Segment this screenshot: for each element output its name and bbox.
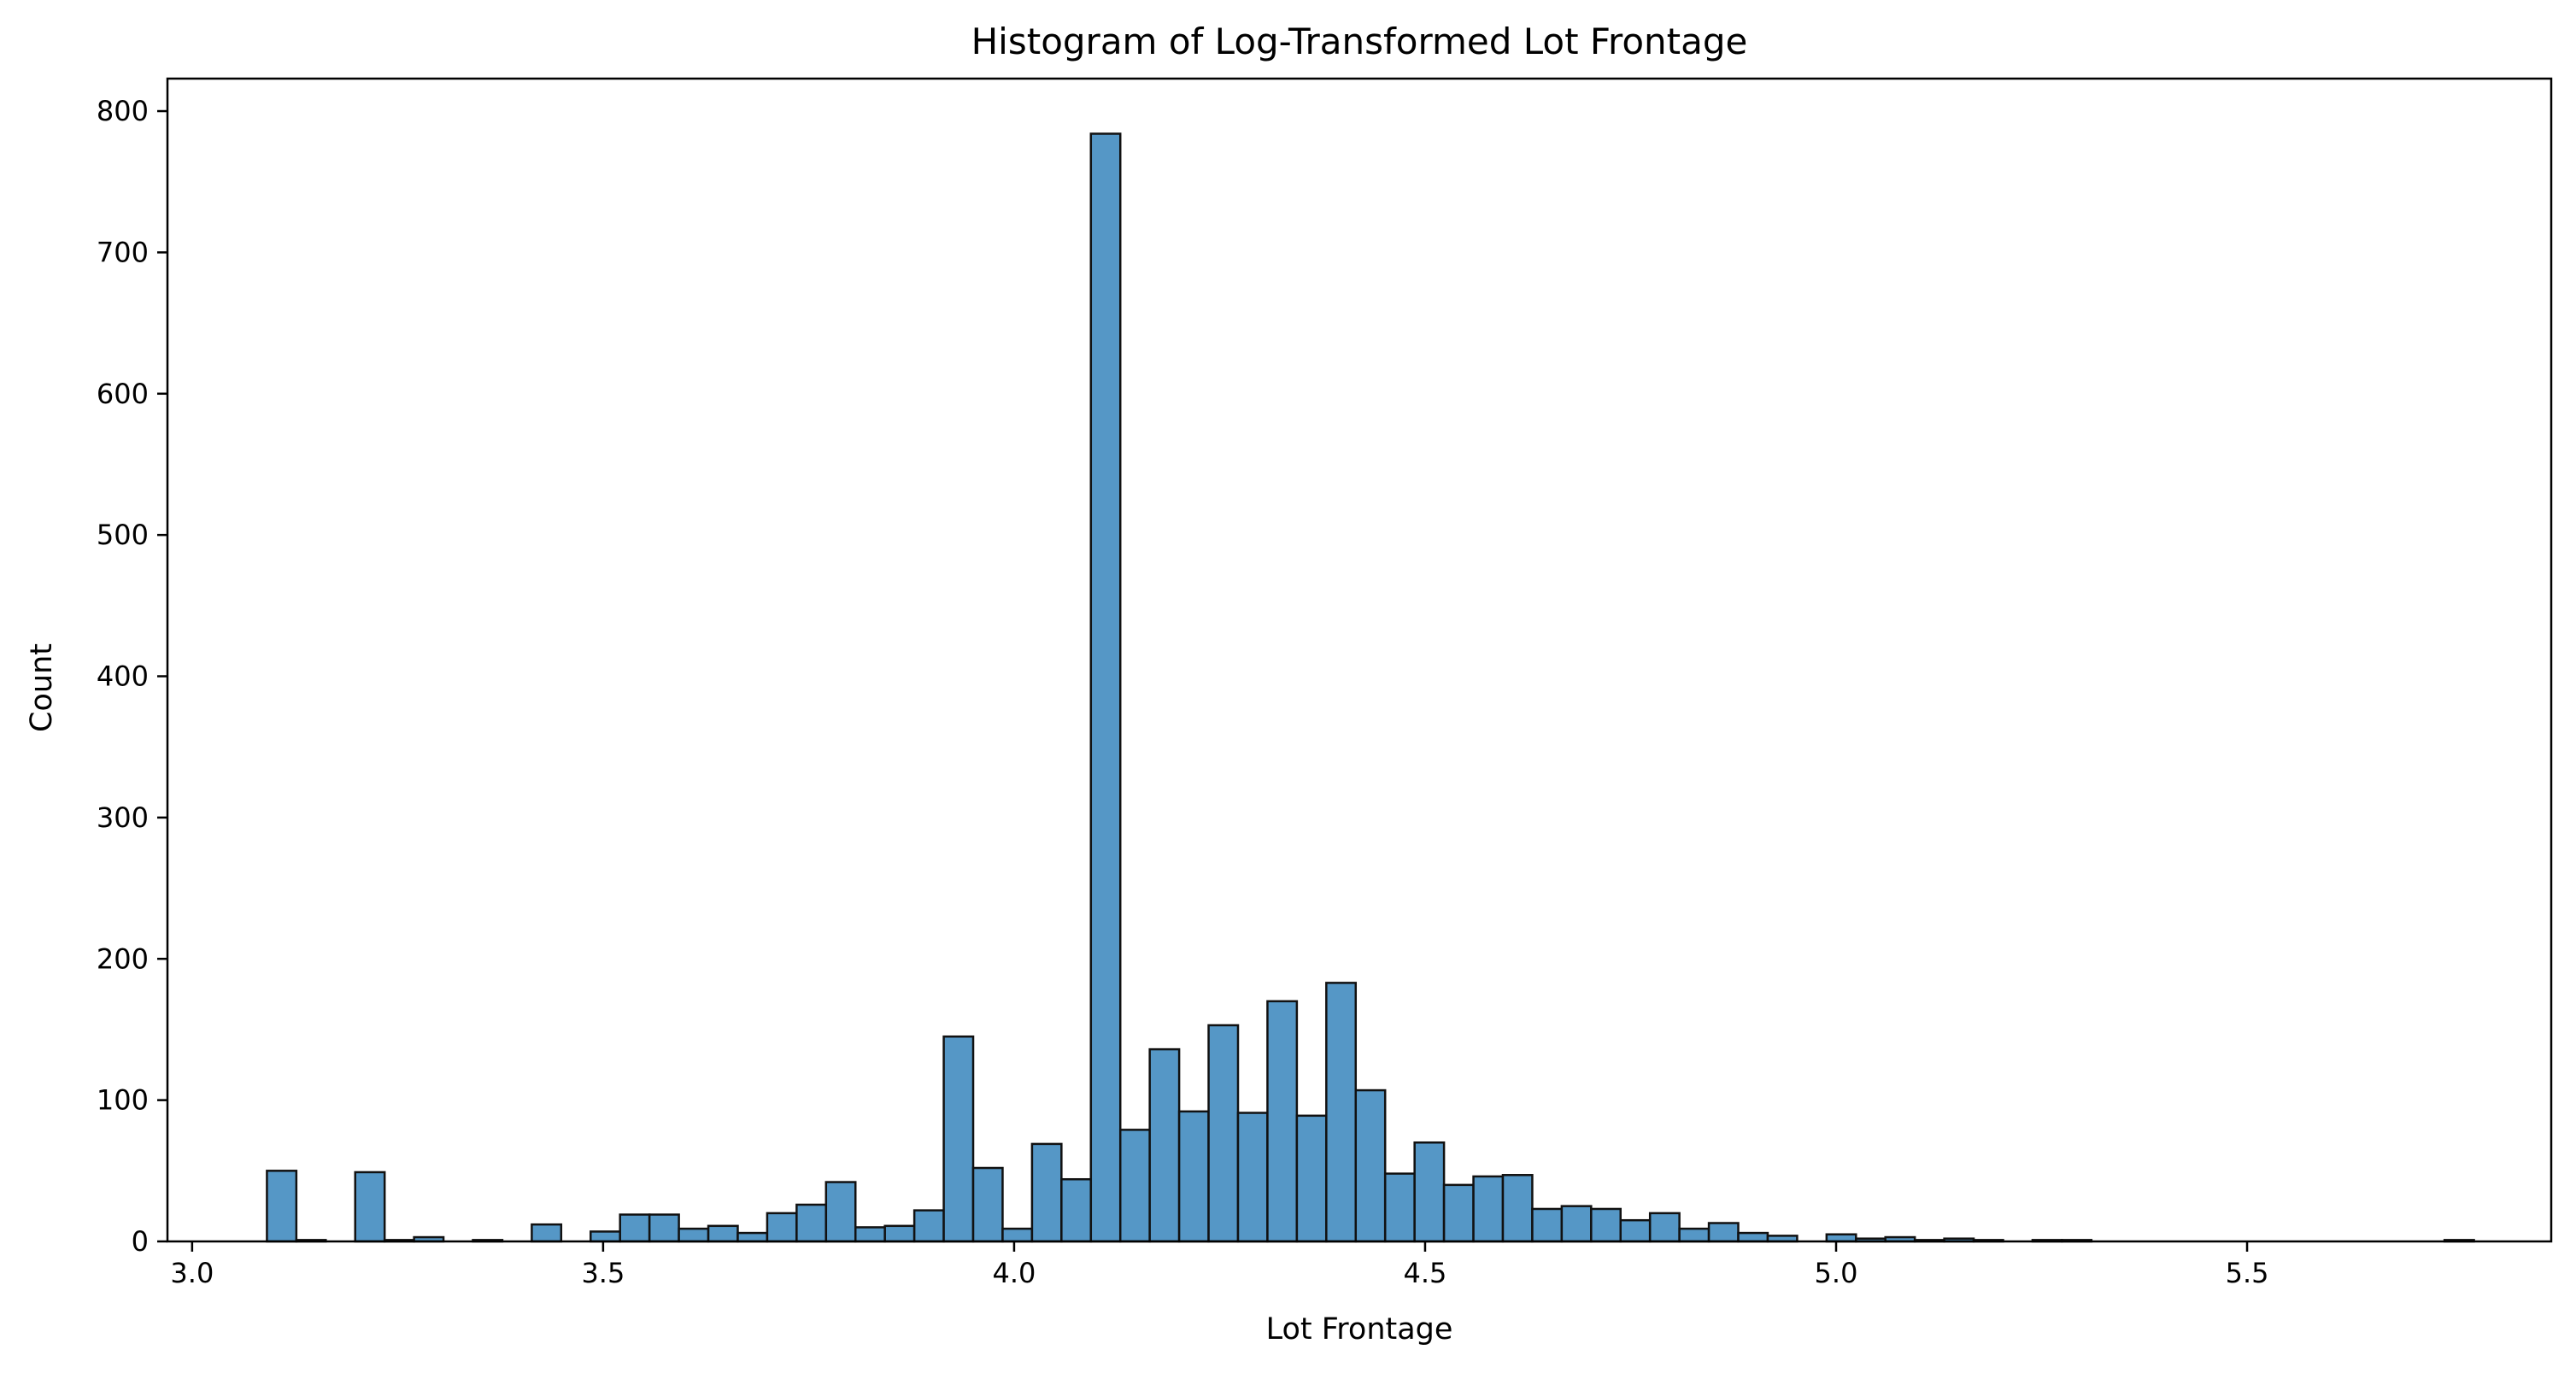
histogram-bar: [1266, 1000, 1299, 1243]
histogram-bar: [795, 1203, 828, 1243]
histogram-bar: [971, 1166, 1004, 1243]
histogram-bar: [1089, 132, 1122, 1243]
histogram-bar: [942, 1035, 975, 1243]
y-tick-label: 0: [132, 1225, 149, 1258]
histogram-bar: [1118, 1129, 1151, 1243]
histogram-bar: [1148, 1047, 1181, 1243]
histogram-bar: [531, 1223, 563, 1243]
histogram-bar: [883, 1224, 916, 1243]
histogram-bar: [1737, 1231, 1769, 1243]
chart-title: Histogram of Log-Transformed Lot Frontag…: [971, 21, 1748, 62]
histogram-bar: [354, 1171, 386, 1243]
y-tick-label: 600: [97, 378, 149, 410]
histogram-bar: [1619, 1218, 1652, 1243]
histogram-bar: [1590, 1207, 1622, 1243]
x-tick-label: 5.5: [2226, 1257, 2269, 1289]
histogram-bar: [1442, 1183, 1475, 1243]
histogram-bar: [678, 1227, 710, 1243]
y-tick-label: 100: [97, 1084, 149, 1117]
histogram-bar: [912, 1209, 945, 1243]
histogram-bar: [824, 1181, 857, 1243]
histogram-bar: [266, 1170, 298, 1243]
histogram-bar: [766, 1212, 798, 1243]
histogram-bar: [648, 1213, 680, 1243]
x-axis-ticks: 3.0 3.5 4.0 4.5 5.0 5.5: [170, 1241, 2268, 1289]
histogram-bar: [1560, 1205, 1593, 1243]
histogram-bar: [1207, 1024, 1240, 1243]
bars-group: [266, 132, 2475, 1243]
histogram-bar: [1354, 1088, 1387, 1243]
y-axis-label: Count: [25, 643, 59, 732]
x-tick-label: 3.5: [581, 1257, 625, 1289]
histogram-bar: [1325, 982, 1358, 1243]
histogram-bar: [1295, 1114, 1328, 1243]
histogram-bar: [1678, 1227, 1710, 1243]
histogram-bar: [1413, 1141, 1446, 1243]
y-tick-label: 700: [97, 236, 149, 268]
x-tick-label: 4.0: [992, 1257, 1036, 1289]
histogram-bar: [1707, 1222, 1740, 1243]
histogram-bar: [619, 1213, 651, 1243]
x-tick-label: 4.5: [1404, 1257, 1447, 1289]
y-tick-label: 800: [97, 95, 149, 127]
x-tick-label: 5.0: [1815, 1257, 1858, 1289]
histogram-bar: [854, 1226, 886, 1243]
x-tick-label: 3.0: [170, 1257, 214, 1289]
histogram-bar: [1531, 1207, 1564, 1243]
histogram-bar: [1060, 1177, 1093, 1243]
plot-frame: [166, 77, 2553, 1243]
y-tick-label: 400: [97, 660, 149, 693]
histogram-bar: [590, 1230, 621, 1243]
histogram-bar: [1501, 1174, 1534, 1243]
histogram-bar: [1648, 1212, 1681, 1243]
y-axis-ticks: 0 100 200 300 400 500 600 700 800: [97, 95, 167, 1258]
histogram-bar: [1236, 1112, 1269, 1243]
histogram-bar: [1383, 1172, 1416, 1243]
y-tick-label: 500: [97, 519, 149, 551]
histogram-bar: [1472, 1175, 1505, 1243]
x-axis-label: Lot Frontage: [1266, 1312, 1453, 1347]
histogram-bar: [736, 1231, 769, 1243]
histogram-bar: [1001, 1227, 1034, 1243]
histogram-bar: [1030, 1142, 1063, 1243]
histogram-bar: [1177, 1110, 1210, 1243]
y-tick-label: 300: [97, 801, 149, 834]
histogram-bar: [707, 1224, 739, 1243]
y-tick-label: 200: [97, 942, 149, 975]
